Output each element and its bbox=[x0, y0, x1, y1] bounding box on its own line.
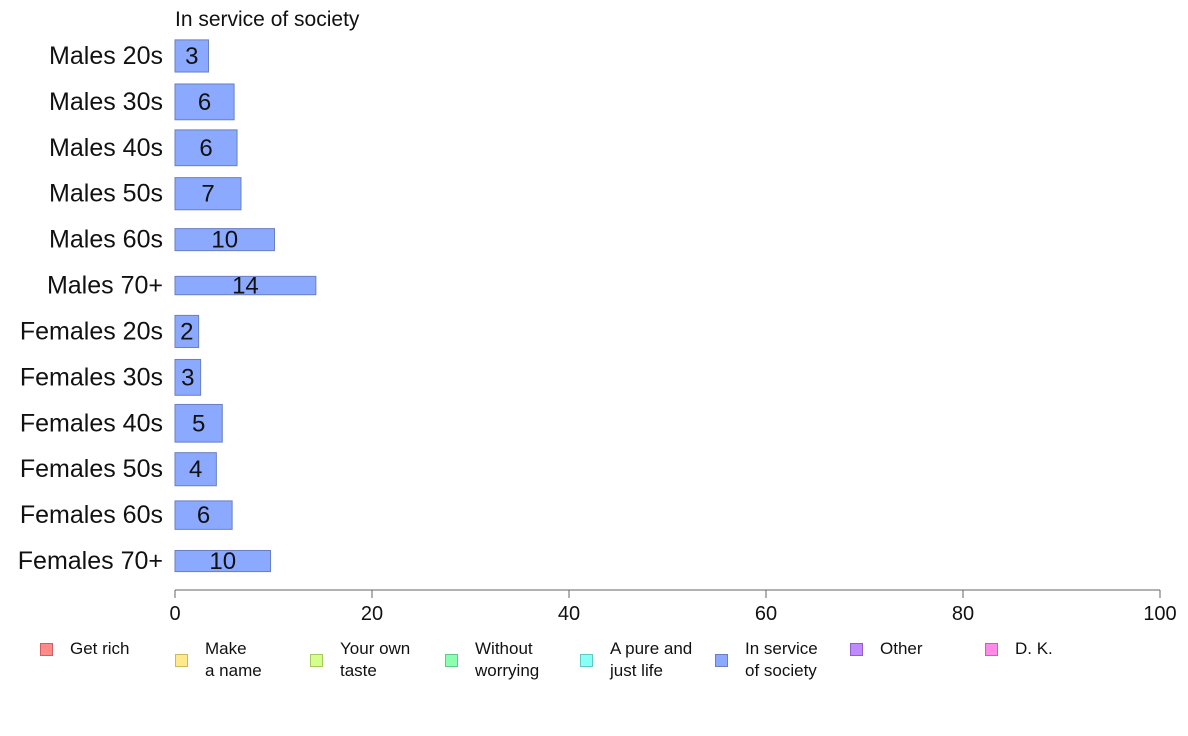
category-label: Males 20s bbox=[49, 42, 163, 70]
x-tick-label: 20 bbox=[361, 603, 383, 625]
x-tick-label: 80 bbox=[952, 603, 974, 625]
x-tick-label: 60 bbox=[755, 603, 777, 625]
bar bbox=[174, 83, 235, 121]
bar bbox=[174, 452, 217, 487]
bar bbox=[174, 39, 209, 73]
category-label: Females 60s bbox=[20, 501, 163, 529]
category-label: Females 40s bbox=[20, 409, 163, 437]
category-label: Females 50s bbox=[20, 455, 163, 483]
category-label: Males 60s bbox=[49, 226, 163, 254]
x-axis: 0 20 40 60 80 100 bbox=[169, 589, 1177, 625]
bar bbox=[174, 549, 272, 573]
bar-value-label: 7 bbox=[201, 181, 214, 208]
bar-value-label: 14 bbox=[232, 273, 259, 300]
category-label: Males 30s bbox=[49, 88, 163, 116]
bar-value-label: 4 bbox=[189, 456, 202, 483]
category-label: Females 70+ bbox=[18, 547, 163, 575]
bar bbox=[174, 314, 200, 349]
bar-value-label: 6 bbox=[199, 135, 212, 162]
bars-group: Males 20s 3 Males 30s 6 Males 40s 6 Males 50s 7… bbox=[18, 39, 317, 575]
category-label: Males 40s bbox=[49, 134, 163, 162]
bar bbox=[174, 129, 238, 167]
bar bbox=[174, 403, 223, 443]
bar bbox=[174, 358, 202, 396]
bar-value-label: 10 bbox=[209, 548, 236, 575]
bar-value-label: 5 bbox=[192, 410, 205, 437]
x-tick-label: 40 bbox=[558, 603, 580, 625]
bar bbox=[174, 177, 242, 211]
bar bbox=[174, 500, 233, 530]
category-label: Females 30s bbox=[20, 363, 163, 391]
bar bbox=[174, 228, 275, 252]
bar-value-label: 6 bbox=[197, 502, 210, 529]
chart-title: In service of society bbox=[175, 8, 360, 31]
category-label: Males 50s bbox=[49, 180, 163, 208]
bar-value-label: 3 bbox=[185, 43, 198, 70]
x-tick-label: 0 bbox=[169, 603, 180, 625]
category-label: Females 20s bbox=[20, 317, 163, 345]
x-tick-label: 100 bbox=[1143, 603, 1176, 625]
bar-value-label: 6 bbox=[198, 89, 211, 116]
category-label: Males 70+ bbox=[47, 272, 163, 300]
bar-value-label: 3 bbox=[181, 364, 194, 391]
bar-value-label: 10 bbox=[211, 227, 238, 254]
bar-value-label: 2 bbox=[180, 318, 193, 345]
bar bbox=[174, 275, 317, 296]
